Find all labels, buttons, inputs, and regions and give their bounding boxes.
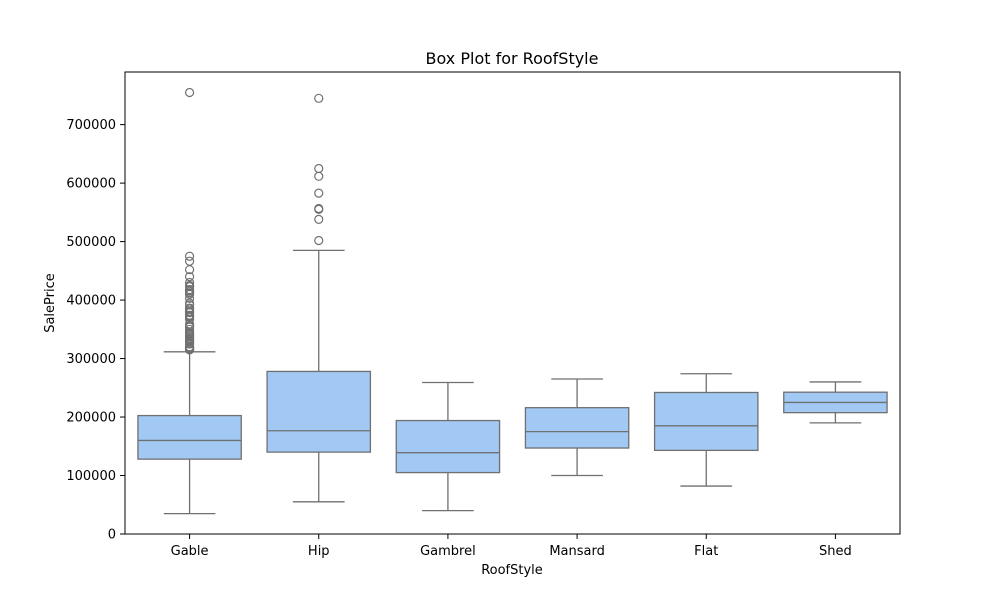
chart-title: Box Plot for RoofStyle	[426, 49, 599, 68]
box-iqr	[137, 414, 242, 460]
x-tick-label: Flat	[694, 544, 718, 559]
y-tick-label: 100000	[66, 469, 116, 484]
outlier-point	[314, 204, 324, 215]
outlier-point	[184, 345, 195, 355]
outlier-point	[314, 235, 324, 246]
x-tick-label: Shed	[819, 544, 852, 559]
y-axis-label: SalePrice	[43, 273, 58, 333]
outlier-point	[184, 256, 195, 266]
outlier-point	[184, 289, 195, 299]
outlier-point	[184, 272, 195, 282]
y-tick-label: 0	[108, 528, 116, 543]
outlier-point	[184, 293, 195, 304]
outlier-point	[314, 93, 324, 103]
outlier-point	[184, 87, 195, 98]
y-tick-label: 400000	[66, 294, 116, 309]
outlier-point	[184, 265, 195, 275]
outlier-point	[314, 214, 324, 224]
outlier-point	[184, 324, 195, 334]
outlier-point	[184, 308, 195, 318]
outlier-point	[184, 251, 195, 261]
y-tick-label: 300000	[66, 352, 116, 367]
y-tick-label: 200000	[66, 411, 116, 426]
outlier-point	[314, 163, 324, 174]
box-iqr	[266, 370, 372, 453]
x-axis-label: RoofStyle	[481, 563, 543, 578]
box-iqr	[653, 391, 759, 452]
box-iqr	[395, 419, 501, 474]
outlier-point	[314, 171, 324, 181]
plot-frame	[124, 71, 901, 535]
x-tick-label: Mansard	[549, 544, 605, 559]
outlier-point	[184, 339, 195, 349]
box-iqr	[524, 407, 630, 449]
y-tick-label: 500000	[66, 235, 116, 250]
x-tick-label: Gambrel	[420, 544, 476, 559]
y-tick-label: 700000	[66, 118, 116, 133]
x-tick-label: Hip	[308, 544, 330, 559]
outlier-point	[314, 188, 324, 198]
plot-area: 0 100000 200000 300000 400000 500000 600000 700…	[66, 71, 901, 559]
x-tick-label: Gable	[171, 544, 209, 559]
y-tick-label: 600000	[66, 177, 116, 192]
